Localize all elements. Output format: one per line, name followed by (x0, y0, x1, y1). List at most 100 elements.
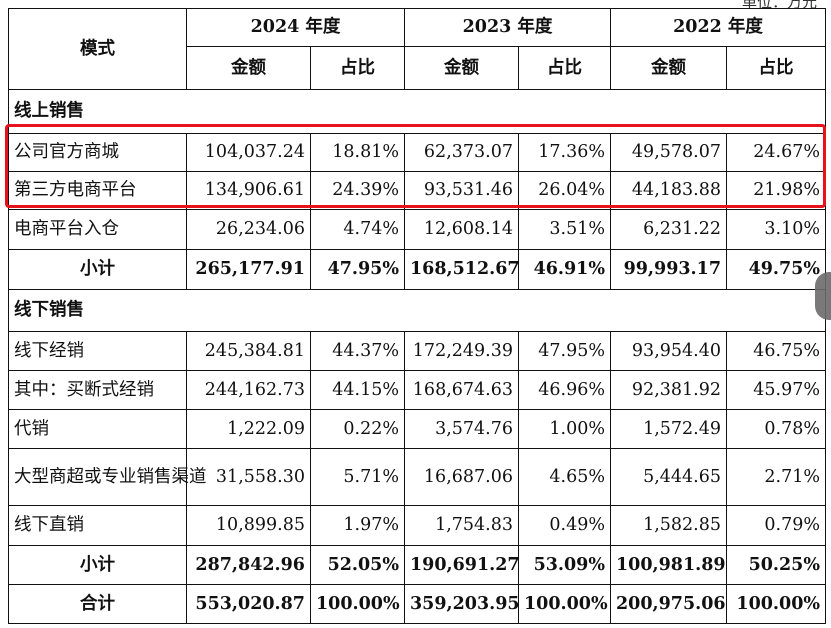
section-row-online: 线上销售 (8, 89, 826, 134)
cell-value: 93,954.40 (610, 331, 727, 371)
ratio-header: 占比 (310, 46, 405, 90)
row-label: 代销 (8, 409, 187, 449)
cell-value: 49.75% (726, 249, 826, 290)
cell-value: 104,037.24 (186, 133, 311, 172)
row-label: 其中：买断式经销 (8, 370, 187, 410)
unit-note: 单位：万元 (741, 0, 817, 11)
cell-value: 0.49% (518, 505, 611, 546)
cell-value: 17.36% (518, 133, 611, 172)
amount-header: 金额 (186, 46, 311, 90)
year-2023-header: 2023 年度 (404, 8, 611, 47)
cell-value: 26.04% (518, 171, 611, 210)
cell-value: 553,020.87 (186, 584, 311, 624)
cell-value: 50.25% (726, 545, 826, 585)
cell-value: 62,373.07 (404, 133, 519, 172)
cell-value: 100.00% (518, 584, 611, 624)
table-row: 线下直销 10,899.85 1.97% 1,754.83 0.49% 1,58… (8, 505, 826, 546)
cell-value: 45.97% (726, 370, 826, 410)
table-row: 其中：买断式经销 244,162.73 44.15% 168,674.63 46… (8, 370, 826, 410)
cell-value: 93,531.46 (404, 171, 519, 210)
cell-value: 168,674.63 (404, 370, 519, 410)
section-title-offline: 线下销售 (8, 289, 826, 332)
table-row: 大型商超或专业销售渠道 31,558.30 5.71% 16,687.06 4.… (8, 448, 826, 506)
cell-value: 244,162.73 (186, 370, 311, 410)
table-row: 第三方电商平台 134,906.61 24.39% 93,531.46 26.0… (8, 171, 826, 210)
cell-value: 5,444.65 (610, 448, 727, 506)
ratio-header: 占比 (726, 46, 826, 90)
row-label: 第三方电商平台 (8, 171, 187, 210)
cell-value: 134,906.61 (186, 171, 311, 210)
cell-value: 52.05% (310, 545, 405, 585)
cell-value: 44.15% (310, 370, 405, 410)
cell-value: 1.97% (310, 505, 405, 546)
cell-value: 1,754.83 (404, 505, 519, 546)
cell-value: 4.74% (310, 209, 405, 250)
section-title-online: 线上销售 (8, 89, 826, 134)
table-row: 线下经销 245,384.81 44.37% 172,249.39 47.95%… (8, 331, 826, 371)
cell-value: 44.37% (310, 331, 405, 371)
total-label: 合计 (8, 584, 187, 624)
ratio-header: 占比 (518, 46, 611, 90)
cell-value: 46.96% (518, 370, 611, 410)
table-row: 公司官方商城 104,037.24 18.81% 62,373.07 17.36… (8, 133, 826, 172)
cell-value: 18.81% (310, 133, 405, 172)
cell-value: 168,512.67 (404, 249, 520, 290)
row-label: 线下经销 (8, 331, 187, 371)
cell-value: 5.71% (310, 448, 405, 506)
table-row: 电商平台入仓 26,234.06 4.74% 12,608.14 3.51% 6… (8, 209, 826, 250)
cell-value: 265,177.91 (186, 249, 311, 290)
subtotal-label: 小计 (8, 545, 187, 585)
cell-value: 100,981.89 (610, 545, 727, 585)
cell-value: 24.67% (726, 133, 826, 172)
cell-value: 1,582.85 (610, 505, 727, 546)
cell-value: 24.39% (310, 171, 405, 210)
cell-value: 47.95% (518, 331, 611, 371)
cell-value: 0.22% (310, 409, 405, 449)
cell-value: 200,975.06 (610, 584, 727, 624)
cell-value: 47.95% (310, 249, 405, 290)
cell-value: 10,899.85 (186, 505, 311, 546)
subtotal-row-online: 小计 265,177.91 47.95% 168,512.67 46.91% 9… (8, 249, 826, 290)
cell-value: 1.00% (518, 409, 611, 449)
cell-value: 31,558.30 (186, 448, 311, 506)
mode-header: 模式 (8, 8, 187, 90)
year-2024-header: 2024 年度 (186, 8, 405, 47)
cell-value: 16,687.06 (404, 448, 519, 506)
cell-value: 287,842.96 (186, 545, 311, 585)
row-label: 线下直销 (8, 505, 187, 546)
subtotal-row-offline: 小计 287,842.96 52.05% 190,691.27 53.09% 1… (8, 545, 826, 585)
cell-value: 46.91% (518, 249, 611, 290)
subtotal-label: 小计 (8, 249, 187, 290)
cell-value: 53.09% (518, 545, 611, 585)
cell-value: 92,381.92 (610, 370, 727, 410)
cell-value: 12,608.14 (404, 209, 519, 250)
cell-value: 0.79% (726, 505, 826, 546)
amount-header: 金额 (404, 46, 519, 90)
cell-value: 1,222.09 (186, 409, 311, 449)
year-2022-header: 2022 年度 (610, 8, 826, 47)
cell-value: 100.00% (310, 584, 405, 624)
cell-value: 172,249.39 (404, 331, 519, 371)
cell-value: 44,183.88 (610, 171, 727, 210)
cell-value: 26,234.06 (186, 209, 311, 250)
cell-value: 99,993.17 (610, 249, 727, 290)
cell-value: 0.78% (726, 409, 826, 449)
cell-value: 2.71% (726, 448, 826, 506)
cell-value: 190,691.27 (404, 545, 520, 585)
header-row-metrics: 金额 占比 金额 占比 金额 占比 (9, 46, 826, 90)
section-row-offline: 线下销售 (8, 289, 826, 332)
cell-value: 49,578.07 (610, 133, 727, 172)
sales-mode-table: 模式 2024 年度 2023 年度 2022 年度 金额 占比 金额 占比 金… (8, 8, 826, 624)
cell-value: 3.51% (518, 209, 611, 250)
cell-value: 245,384.81 (186, 331, 311, 371)
cell-value: 46.75% (726, 331, 826, 371)
row-label: 大型商超或专业销售渠道 (8, 448, 207, 506)
amount-header: 金额 (610, 46, 727, 90)
row-label: 电商平台入仓 (8, 209, 187, 250)
table-row: 代销 1,222.09 0.22% 3,574.76 1.00% 1,572.4… (8, 409, 826, 449)
header-row-years: 模式 2024 年度 2023 年度 2022 年度 (8, 8, 826, 90)
scroll-handle[interactable] (815, 272, 831, 320)
cell-value: 100.00% (726, 584, 826, 624)
cell-value: 1,572.49 (610, 409, 727, 449)
total-row: 合计 553,020.87 100.00% 359,203.95 100.00%… (8, 584, 826, 624)
